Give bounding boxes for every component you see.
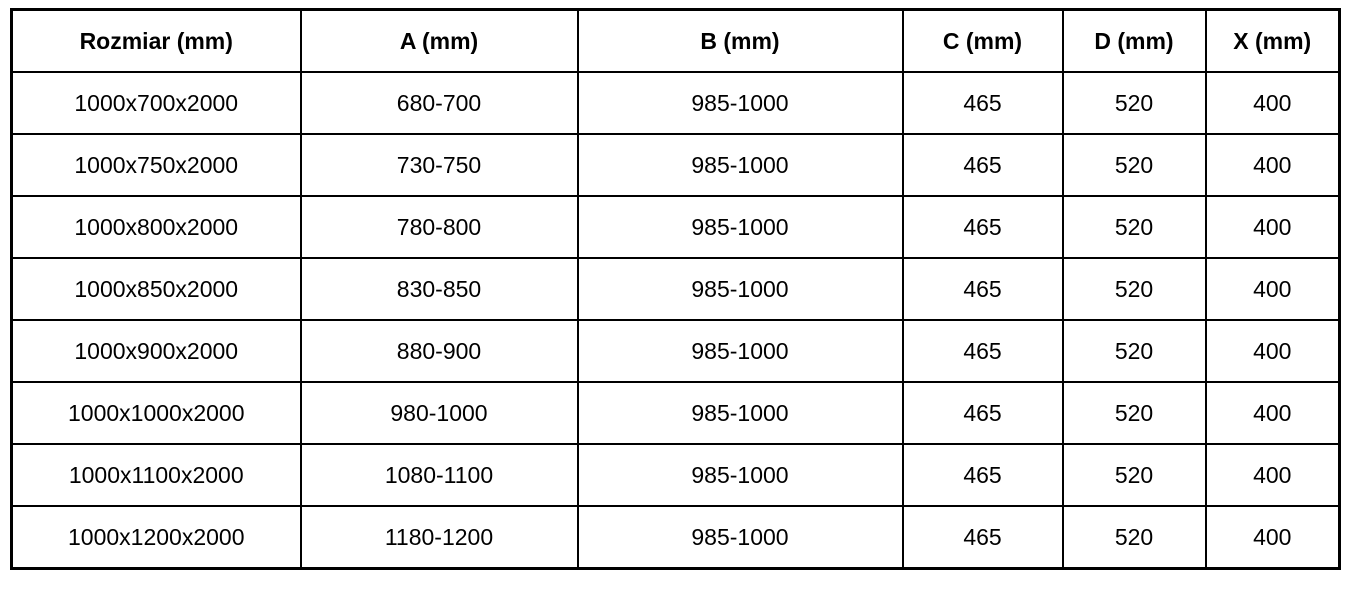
table-cell-b: 985-1000	[576, 505, 904, 570]
table-cell-rozmiar: 1000x1000x2000	[10, 381, 302, 445]
table-cell-c: 465	[901, 319, 1064, 383]
table-row: 1000x700x2000 680-700 985-1000 465 520 400	[10, 71, 1341, 135]
table-cell-d: 520	[1061, 71, 1207, 135]
table-cell-b: 985-1000	[576, 133, 904, 197]
column-header-b: B (mm)	[576, 8, 904, 73]
table-cell-d: 520	[1061, 195, 1207, 259]
table-cell-rozmiar: 1000x1100x2000	[10, 443, 302, 507]
table-cell-x: 400	[1204, 133, 1341, 197]
table-cell-a: 980-1000	[299, 381, 579, 445]
size-table: Rozmiar (mm) A (mm) B (mm) C (mm) D (mm) X (m…	[10, 8, 1341, 570]
table-row: 1000x850x2000 830-850 985-1000 465 520 400	[10, 257, 1341, 321]
table-cell-b: 985-1000	[576, 195, 904, 259]
table-cell-rozmiar: 1000x1200x2000	[10, 505, 302, 570]
table-cell-x: 400	[1204, 195, 1341, 259]
table-cell-c: 465	[901, 257, 1064, 321]
table-cell-b: 985-1000	[576, 381, 904, 445]
table-cell-x: 400	[1204, 381, 1341, 445]
table-header-row: Rozmiar (mm) A (mm) B (mm) C (mm) D (mm) X (m…	[10, 8, 1341, 73]
table-cell-d: 520	[1061, 381, 1207, 445]
table-header: Rozmiar (mm) A (mm) B (mm) C (mm) D (mm) X (m…	[10, 8, 1341, 73]
table-cell-a: 830-850	[299, 257, 579, 321]
table-cell-rozmiar: 1000x800x2000	[10, 195, 302, 259]
column-header-c: C (mm)	[901, 8, 1064, 73]
table-row: 1000x1200x2000 1180-1200 985-1000 465 520 400	[10, 505, 1341, 570]
table-cell-rozmiar: 1000x750x2000	[10, 133, 302, 197]
column-header-a: A (mm)	[299, 8, 579, 73]
table-row: 1000x900x2000 880-900 985-1000 465 520 400	[10, 319, 1341, 383]
table-cell-x: 400	[1204, 443, 1341, 507]
table-cell-b: 985-1000	[576, 71, 904, 135]
column-header-rozmiar: Rozmiar (mm)	[10, 8, 302, 73]
column-header-d: D (mm)	[1061, 8, 1207, 73]
table-cell-rozmiar: 1000x700x2000	[10, 71, 302, 135]
table-row: 1000x1000x2000 980-1000 985-1000 465 520 400	[10, 381, 1341, 445]
table-cell-c: 465	[901, 195, 1064, 259]
table-cell-c: 465	[901, 381, 1064, 445]
table-cell-a: 1180-1200	[299, 505, 579, 570]
table-row: 1000x1100x2000 1080-1100 985-1000 465 520 400	[10, 443, 1341, 507]
table-cell-c: 465	[901, 505, 1064, 570]
table-cell-d: 520	[1061, 133, 1207, 197]
table-cell-a: 780-800	[299, 195, 579, 259]
table-body: 1000x700x2000 680-700 985-1000 465 520 400 100…	[10, 71, 1341, 570]
table-cell-d: 520	[1061, 257, 1207, 321]
table-row: 1000x750x2000 730-750 985-1000 465 520 400	[10, 133, 1341, 197]
table-cell-d: 520	[1061, 319, 1207, 383]
table-cell-a: 680-700	[299, 71, 579, 135]
table-cell-d: 520	[1061, 505, 1207, 570]
table-row: 1000x800x2000 780-800 985-1000 465 520 400	[10, 195, 1341, 259]
table-cell-x: 400	[1204, 319, 1341, 383]
table-cell-x: 400	[1204, 71, 1341, 135]
table-cell-rozmiar: 1000x900x2000	[10, 319, 302, 383]
table-cell-d: 520	[1061, 443, 1207, 507]
table-cell-b: 985-1000	[576, 443, 904, 507]
table-cell-a: 730-750	[299, 133, 579, 197]
table-cell-c: 465	[901, 133, 1064, 197]
table-cell-b: 985-1000	[576, 257, 904, 321]
table-cell-c: 465	[901, 443, 1064, 507]
table-cell-x: 400	[1204, 505, 1341, 570]
table-cell-x: 400	[1204, 257, 1341, 321]
table-cell-a: 880-900	[299, 319, 579, 383]
table-cell-rozmiar: 1000x850x2000	[10, 257, 302, 321]
column-header-x: X (mm)	[1204, 8, 1341, 73]
table-cell-a: 1080-1100	[299, 443, 579, 507]
table-cell-c: 465	[901, 71, 1064, 135]
table-cell-b: 985-1000	[576, 319, 904, 383]
